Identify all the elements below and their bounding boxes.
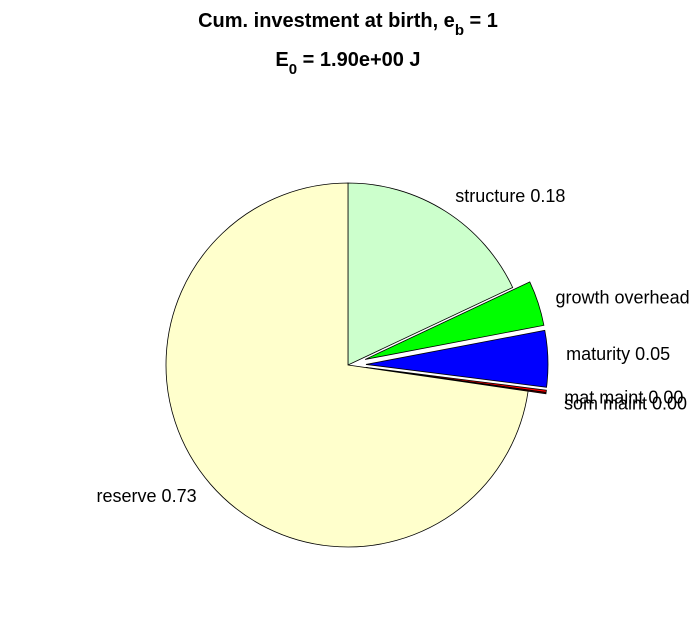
chart-title-line2-tail: = 1.90e+00 J — [297, 49, 420, 71]
chart-title-line1-tail: = 1 — [464, 10, 498, 32]
pie-slice-maturity-2 — [365, 329, 549, 388]
pie-labels: structure 0.18 growth overhead maturity 0.… — [97, 186, 690, 506]
pie-label-5: reserve 0.73 — [97, 486, 197, 506]
pie-label-0: structure 0.18 — [455, 186, 565, 206]
pie-label-4: som maint 0.00 — [564, 394, 687, 414]
pie-slice-reserve-5 — [165, 182, 529, 548]
pie-label-2: maturity 0.05 — [566, 344, 670, 364]
chart-title-line1-subscript: b — [455, 22, 464, 39]
chart-title-line1-main: Cum. investment at birth, e — [198, 10, 455, 32]
pie-label-3: mat maint 0.00 — [564, 388, 683, 408]
pie-slice-growth-1 — [364, 281, 545, 360]
pie-slices — [165, 182, 549, 548]
chart-title-line2-subscript: 0 — [289, 61, 297, 78]
chart-title-line2: E0 = 1.90e+00 J — [275, 49, 420, 78]
chart-title-line2-main: E — [275, 49, 288, 71]
pie-slice-structure-0 — [347, 182, 514, 366]
pie-label-1: growth overhead — [556, 288, 690, 308]
chart-title-line1: Cum. investment at birth, eb = 1 — [198, 10, 498, 39]
